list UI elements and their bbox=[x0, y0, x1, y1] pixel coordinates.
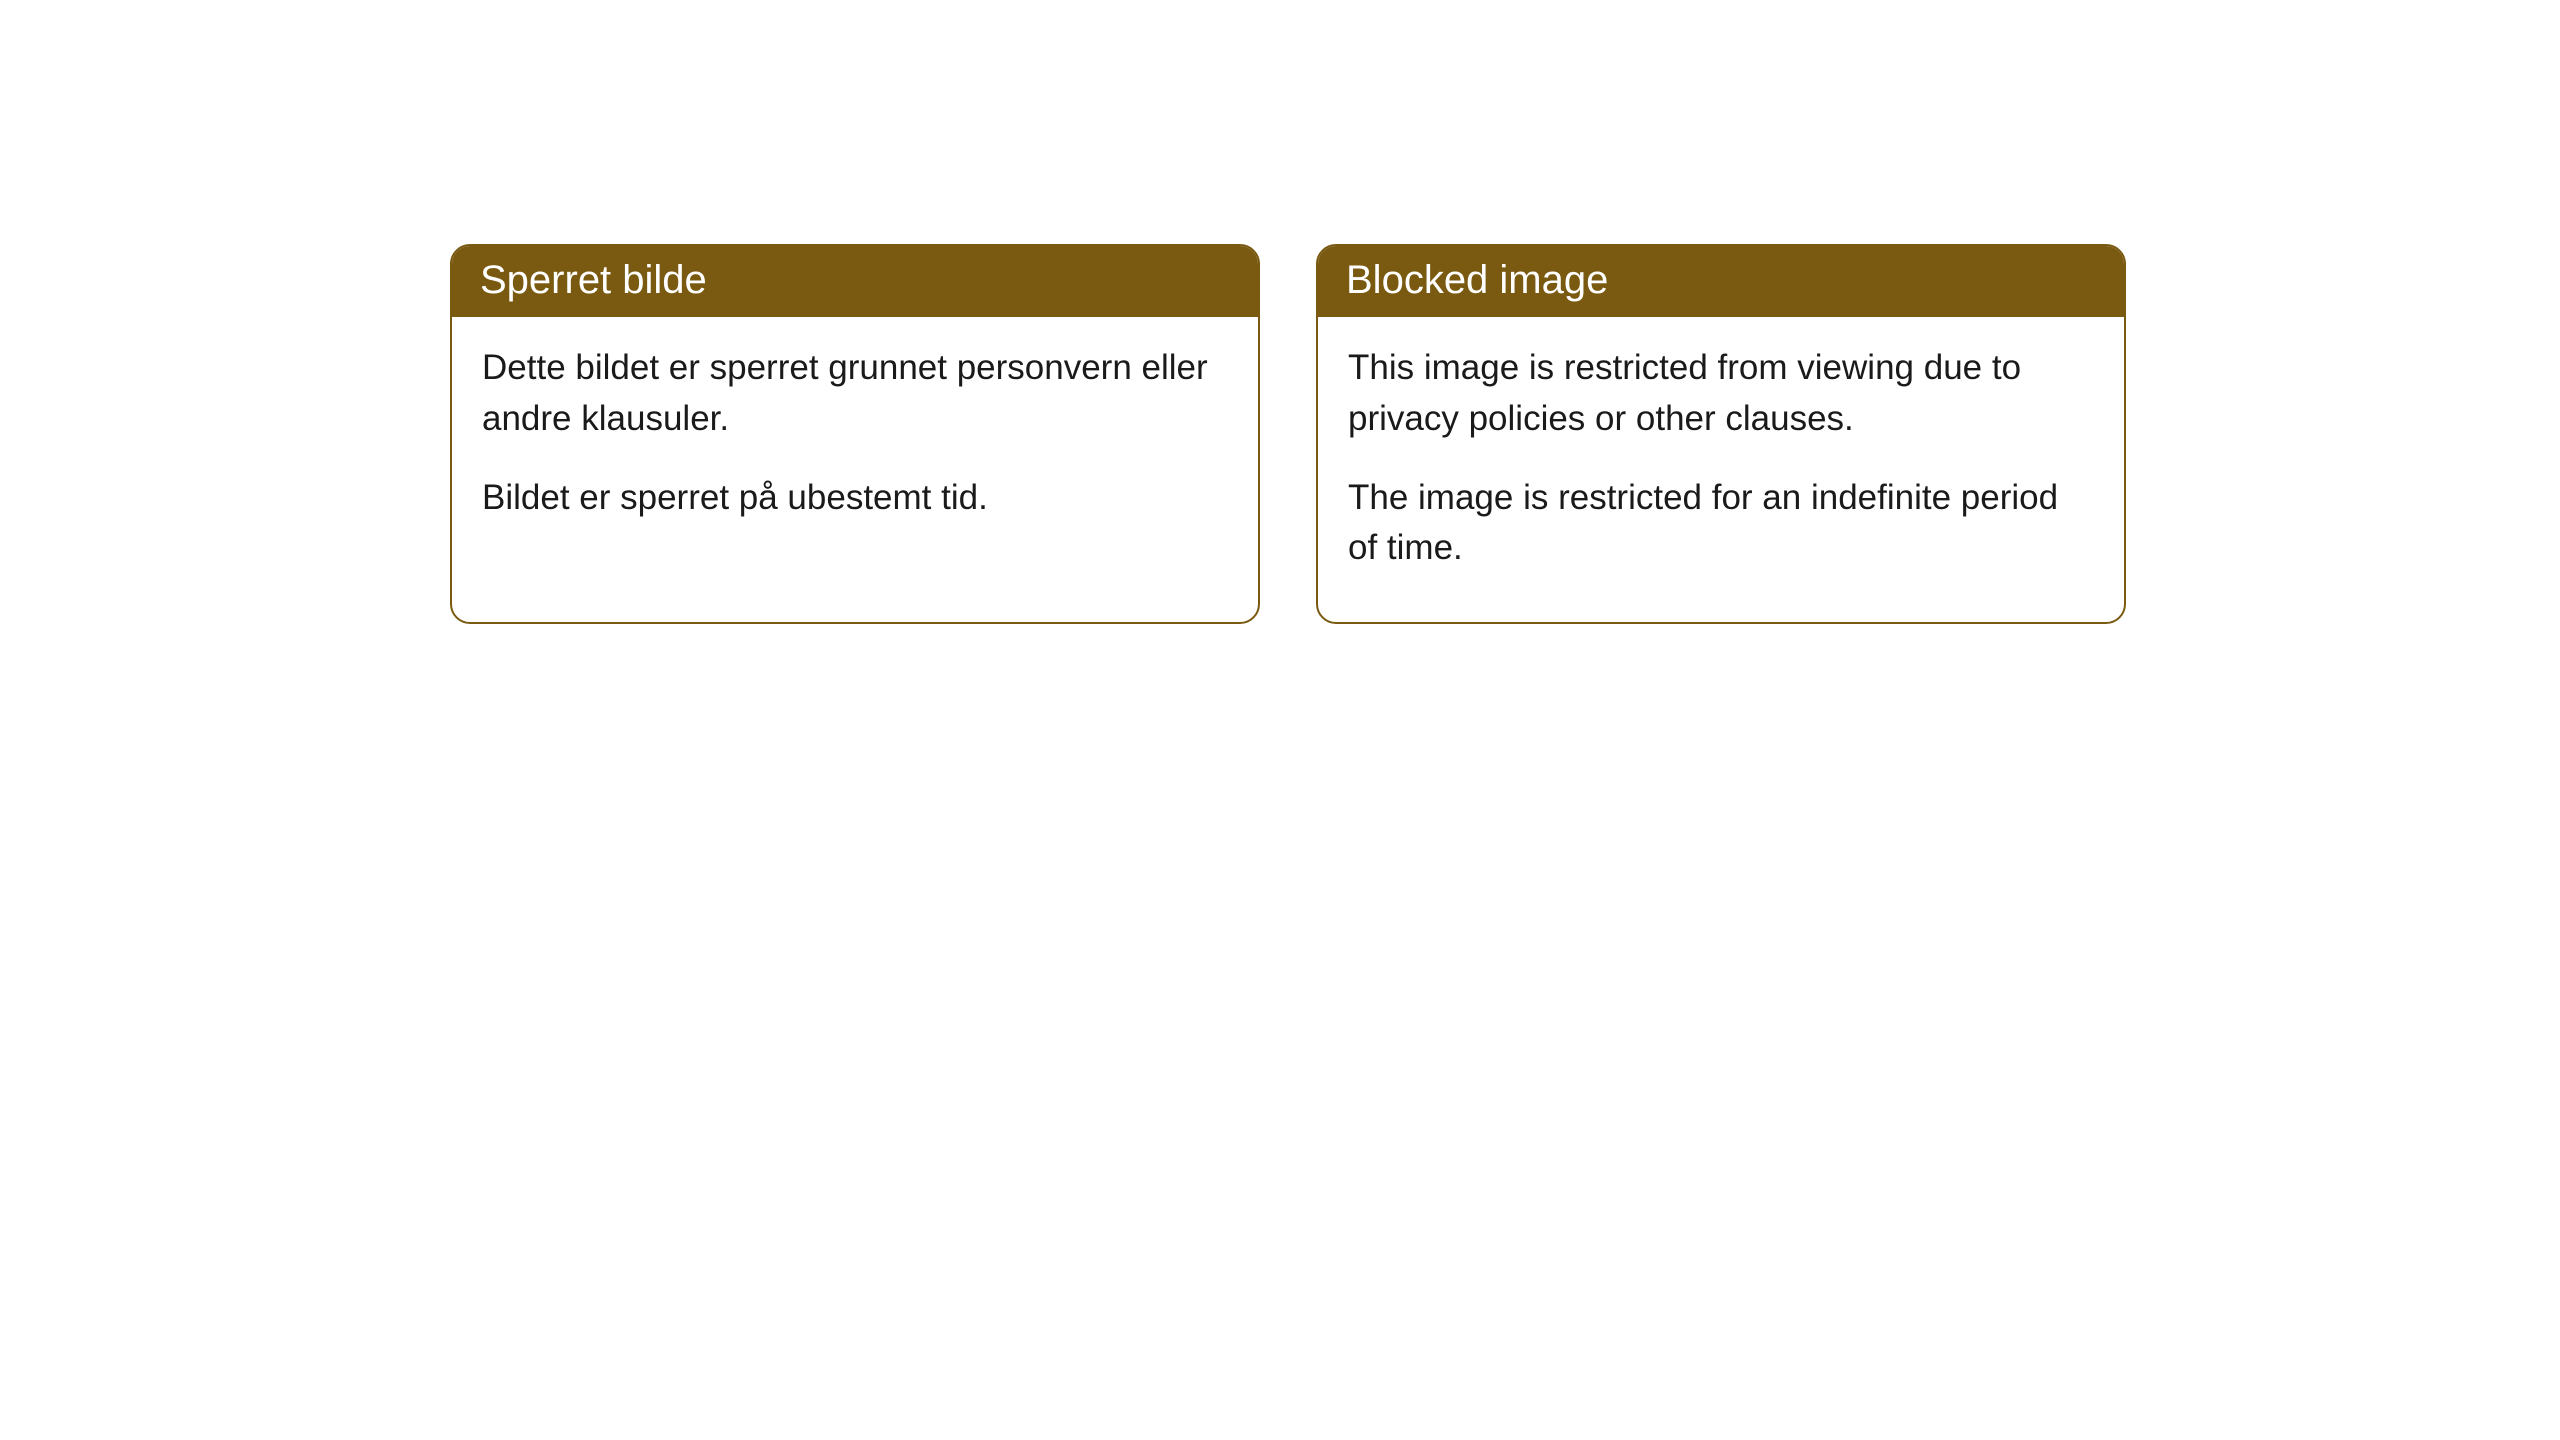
card-body-en: This image is restricted from viewing du… bbox=[1318, 317, 2124, 622]
notice-cards-container: Sperret bilde Dette bildet er sperret gr… bbox=[450, 244, 2126, 624]
card-paragraph-no-1: Dette bildet er sperret grunnet personve… bbox=[482, 343, 1228, 445]
card-paragraph-en-1: This image is restricted from viewing du… bbox=[1348, 343, 2094, 445]
blocked-image-card-en: Blocked image This image is restricted f… bbox=[1316, 244, 2126, 624]
card-paragraph-en-2: The image is restricted for an indefinit… bbox=[1348, 473, 2094, 575]
blocked-image-card-no: Sperret bilde Dette bildet er sperret gr… bbox=[450, 244, 1260, 624]
card-header-no: Sperret bilde bbox=[452, 246, 1258, 317]
card-header-en: Blocked image bbox=[1318, 246, 2124, 317]
card-body-no: Dette bildet er sperret grunnet personve… bbox=[452, 317, 1258, 571]
card-paragraph-no-2: Bildet er sperret på ubestemt tid. bbox=[482, 473, 1228, 524]
